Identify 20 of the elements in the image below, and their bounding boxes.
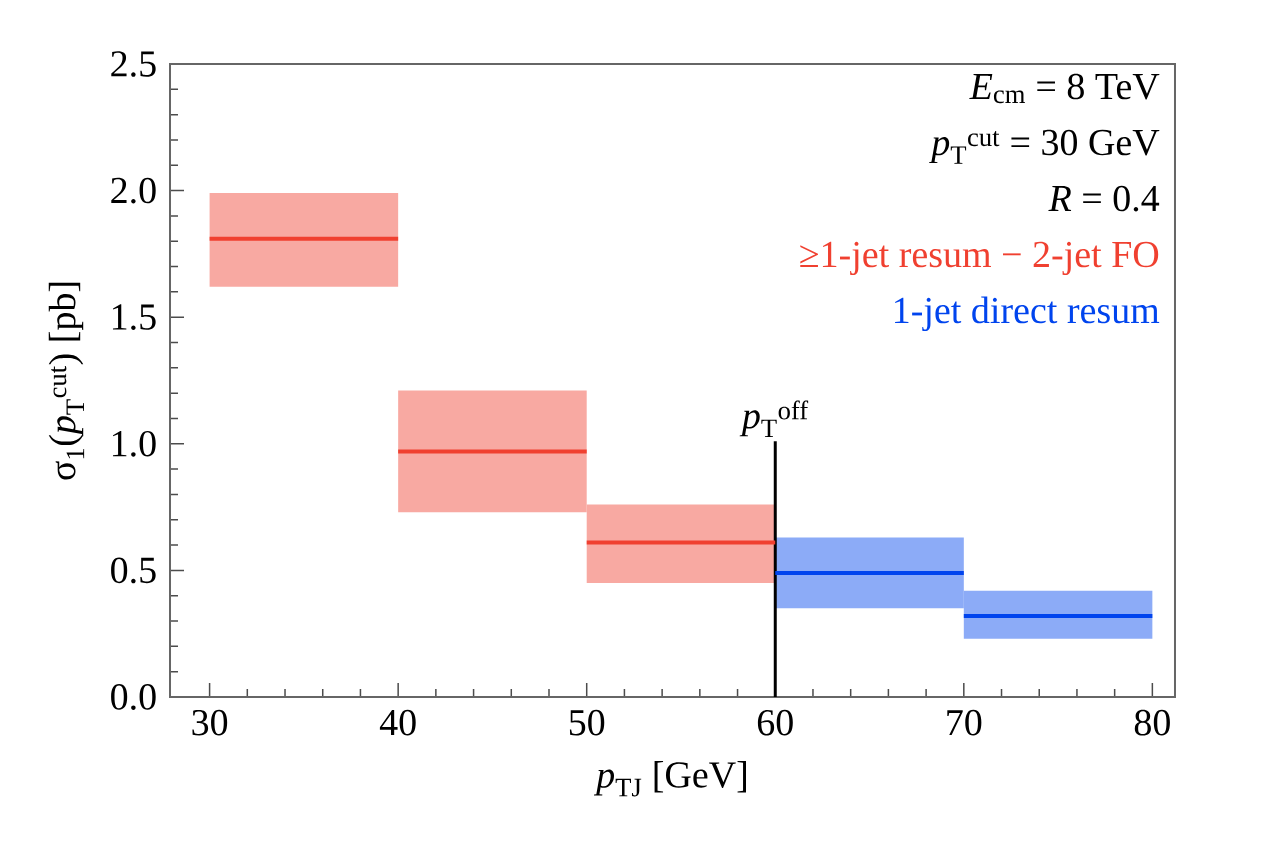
y-tick-label: 1.5 bbox=[112, 304, 156, 330]
x-tick-label: 70 bbox=[947, 709, 982, 736]
x-tick-label: 40 bbox=[379, 709, 416, 736]
annotation: R = 0.4 bbox=[1048, 185, 1160, 212]
y-tick-label: 2.0 bbox=[111, 177, 156, 204]
y-tick-label: 0.0 bbox=[111, 684, 156, 710]
y-tick-label: 0.5 bbox=[111, 557, 156, 584]
y-axis-title: σ$_{1}$(p$_{T}$$^{cut}$) [pb] bbox=[48, 282, 85, 480]
x-tick-label: 50 bbox=[569, 709, 605, 736]
x-tick-label: 80 bbox=[1134, 709, 1170, 736]
ref-line-label: p$_{T}$off bbox=[739, 400, 809, 438]
text: 1-jet direct resum bbox=[895, 296, 1160, 332]
x-tick-label: 60 bbox=[757, 709, 793, 736]
x-axis-title: p$_{TJ}$ [GeV] bbox=[593, 761, 746, 797]
x-tick-label: 30 bbox=[192, 709, 228, 736]
text: ≥1-jet resum − 2-jet FO bbox=[800, 241, 1159, 276]
y-tick-label: 1.0 bbox=[112, 430, 156, 457]
annotation: E$_{cm}$ = 8 TeV bbox=[969, 73, 1160, 104]
y-tick-label: 2.5 bbox=[111, 51, 156, 77]
annotation: p$_{T}$$^{cut}$ = 30 GeV bbox=[929, 129, 1160, 164]
